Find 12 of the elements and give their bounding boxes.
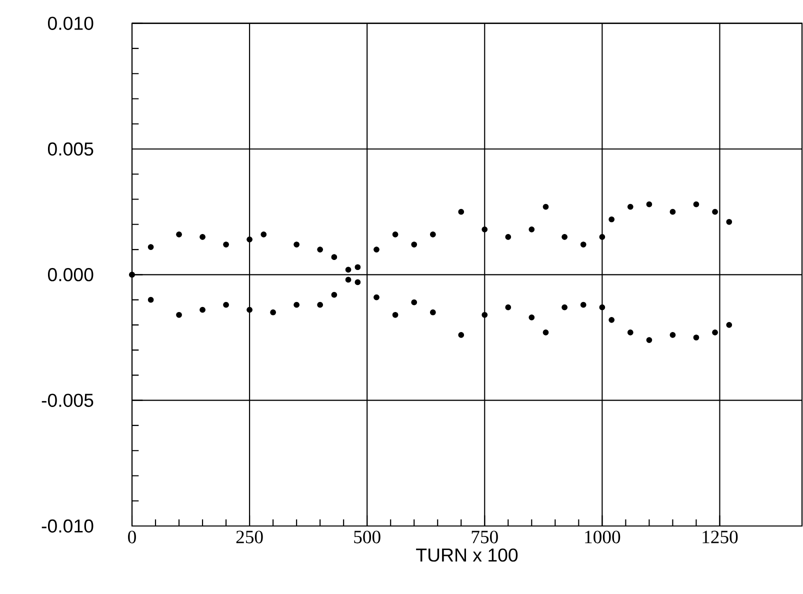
y-tick-label: 0.010 xyxy=(48,16,94,30)
x-tick-label: 1250 xyxy=(702,530,738,544)
y-tick-label: 0.005 xyxy=(48,142,94,156)
x-tick-label: 500 xyxy=(354,530,380,544)
x-tick-label: 250 xyxy=(236,530,263,544)
x-tick-label: 0 xyxy=(128,530,136,544)
x-tick-label: 750 xyxy=(472,530,498,544)
x-axis-title: TURN x 100 xyxy=(416,548,518,562)
y-tick-label: 0.000 xyxy=(48,268,94,282)
x-tick-label: 1000 xyxy=(585,530,620,544)
y-tick-label: -0.005 xyxy=(42,394,94,407)
y-tick-label: -0.010 xyxy=(42,519,94,533)
